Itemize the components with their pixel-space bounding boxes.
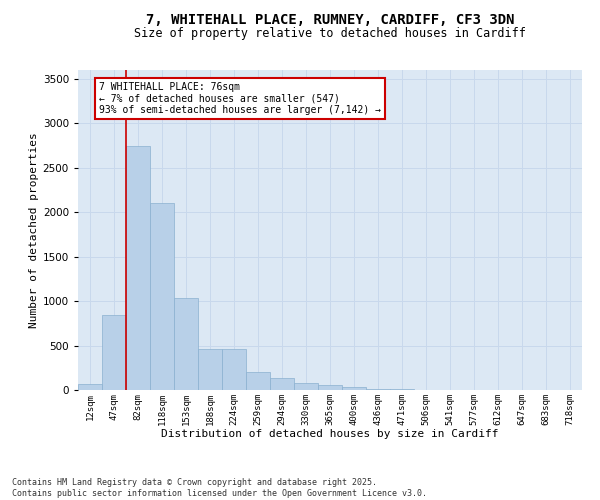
Y-axis label: Number of detached properties: Number of detached properties xyxy=(29,132,38,328)
Text: Contains HM Land Registry data © Crown copyright and database right 2025.
Contai: Contains HM Land Registry data © Crown c… xyxy=(12,478,427,498)
Bar xyxy=(174,298,198,390)
Bar xyxy=(126,146,150,390)
Bar xyxy=(342,388,366,390)
Bar xyxy=(366,388,390,390)
Bar xyxy=(390,389,414,390)
Bar xyxy=(222,349,246,390)
Bar xyxy=(246,372,270,390)
Text: 7, WHITEHALL PLACE, RUMNEY, CARDIFF, CF3 3DN: 7, WHITEHALL PLACE, RUMNEY, CARDIFF, CF3… xyxy=(146,12,514,26)
Bar xyxy=(294,383,318,390)
Bar xyxy=(318,385,342,390)
Text: 7 WHITEHALL PLACE: 76sqm
← 7% of detached houses are smaller (547)
93% of semi-d: 7 WHITEHALL PLACE: 76sqm ← 7% of detache… xyxy=(99,82,381,115)
Bar xyxy=(270,378,294,390)
Bar xyxy=(78,384,102,390)
Text: Size of property relative to detached houses in Cardiff: Size of property relative to detached ho… xyxy=(134,28,526,40)
Bar xyxy=(102,316,126,390)
Bar xyxy=(150,204,174,390)
X-axis label: Distribution of detached houses by size in Cardiff: Distribution of detached houses by size … xyxy=(161,429,499,439)
Bar xyxy=(198,349,222,390)
